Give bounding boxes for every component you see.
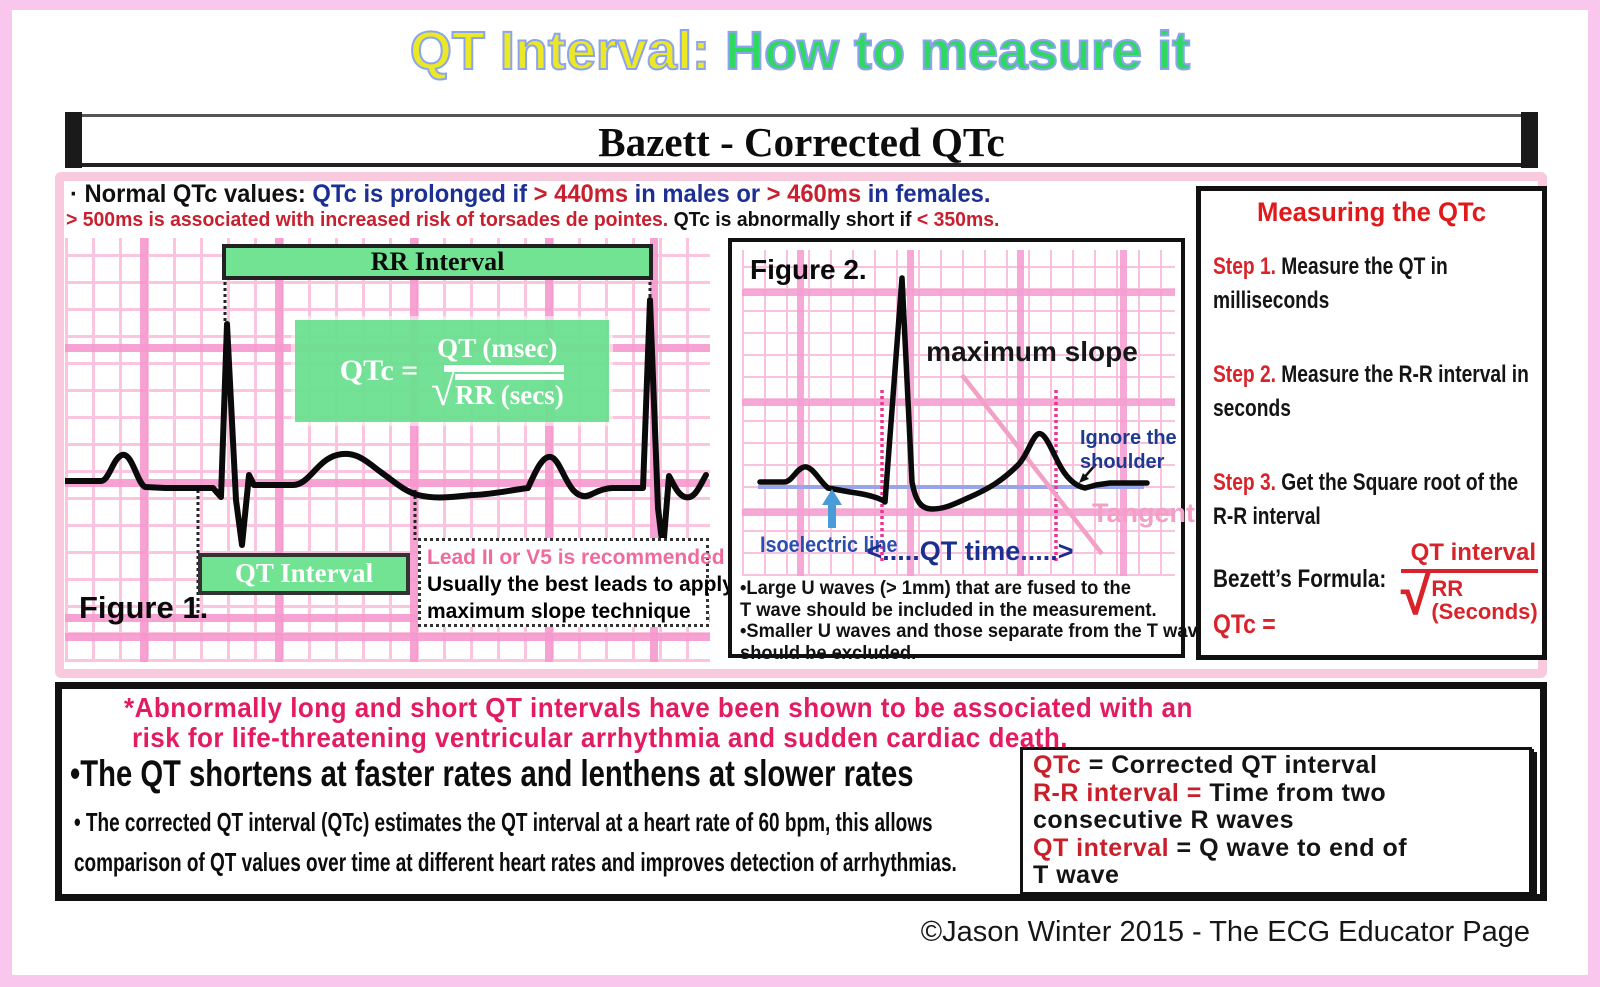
ignore-line1: Ignore the: [1080, 427, 1177, 449]
title-qt-interval: QT Interval:: [409, 20, 725, 82]
qtc-formula-box: QTc = QT (msec) √ RR (secs): [295, 320, 609, 422]
lead-note-line3: maximum slope technique: [427, 600, 691, 623]
bazett-header: Bazett - Corrected QTc: [65, 112, 1538, 168]
u-note-line3: •Smaller U waves and those separate from…: [740, 620, 1208, 642]
intro-500ms: > 500ms is associated with increased ris…: [66, 209, 674, 231]
u-note-line1: •Large U waves (> 1mm) that are fused to…: [740, 577, 1131, 599]
bezett-qtc-equals: QTc =: [1213, 609, 1276, 639]
step-2-label: Step 2.: [1213, 361, 1276, 388]
lead-recommendation-note: Lead II or V5 is recommended Usually the …: [418, 538, 734, 627]
step-1: Step 1. Measure the QT in milliseconds: [1213, 250, 1533, 318]
figure2-grid: [742, 250, 1175, 576]
intro-prolonged: QTc is prolonged if: [312, 180, 534, 208]
bezett-formula-area: Bezett’s Formula: QTc = QT interval √ RR…: [1213, 539, 1540, 649]
intro-females: in females.: [867, 180, 991, 208]
u-wave-notes: •Large U waves (> 1mm) that are fused to…: [740, 577, 1208, 664]
max-slope-label: maximum slope: [926, 336, 1138, 367]
qtc-equals-label: QTc =: [339, 354, 419, 387]
ignore-line2: shoulder: [1080, 451, 1165, 473]
formula-numerator: QT (msec): [437, 333, 558, 363]
def-qt-term: QT interval: [1033, 833, 1170, 862]
bezett-formula-label: Bezett’s Formula:: [1213, 565, 1387, 593]
qtc-fraction: QT (msec) √ RR (secs): [430, 333, 565, 415]
bezett-seconds: (Seconds): [1431, 599, 1538, 624]
normal-qtc-values-line: · Normal QTc values: QTc is prolonged if…: [70, 180, 990, 209]
figure2-ecg-panel: Figure 2. maximum slope Ignore the should…: [728, 238, 1208, 663]
formula-denominator: RR (secs): [454, 374, 564, 409]
isoelectric-arrow-icon: [822, 489, 842, 528]
step-1-text: Measure the QT in milliseconds: [1213, 253, 1448, 314]
def-qt-text2: T wave: [1033, 861, 1120, 889]
rr-interval-bar: RR Interval: [222, 244, 653, 280]
def-rr-text: Time from two: [1209, 778, 1387, 807]
lead-note-line2: Usually the best leads to apply: [427, 573, 734, 596]
warning-line2: risk for life-threatening ventricular ar…: [132, 722, 1068, 753]
def-qtc-text: = Corrected QT interval: [1081, 751, 1378, 779]
figure2-caption: Figure 2.: [750, 254, 867, 285]
definitions-box: QTc = Corrected QT interval R-R interval …: [1020, 747, 1532, 895]
qt-shortens-bullet: •The QT shortens at faster rates and len…: [70, 753, 914, 794]
bezett-rr: RR: [1431, 576, 1464, 601]
intro-440ms: > 440ms: [533, 180, 635, 208]
tangent-label: Tangent: [1092, 498, 1195, 528]
figure1-ecg-panel: RR Interval QTc = QT (msec) √ RR (secs) …: [65, 238, 734, 662]
intro-460ms: > 460ms: [766, 180, 868, 208]
u-note-line4: should be excluded.: [740, 641, 917, 664]
qt-time-label: <.....QT time.....>: [866, 536, 1074, 566]
step-3-label: Step 3.: [1213, 469, 1276, 496]
def-qtc-term: QTc: [1033, 751, 1082, 779]
warning-line1: *Abnormally long and short QT intervals …: [124, 692, 1193, 723]
bezett-numerator: QT interval: [1400, 539, 1538, 573]
ignore-shoulder-label: Ignore the shoulder: [1080, 426, 1188, 474]
intro-350ms: < 350ms.: [916, 209, 1000, 231]
u-note-line2: T wave should be included in the measure…: [740, 598, 1157, 621]
copyright: ©Jason Winter 2015 - The ECG Educator Pa…: [920, 916, 1530, 948]
figure2-ecg-svg: [757, 275, 1150, 564]
intro-bullet: · Normal QTc values:: [70, 180, 313, 208]
fraction-bar: [444, 365, 565, 372]
step-3: Step 3. Get the Square root of the R-R i…: [1213, 466, 1533, 534]
bottom-panel: *Abnormally long and short QT intervals …: [55, 682, 1547, 901]
bezett-fraction: QT interval √ RR (Seconds): [1400, 539, 1538, 626]
title-how-to-measure: How to measure it: [724, 20, 1191, 82]
def-qt-text: = Q wave to end of: [1169, 833, 1408, 862]
tangent-line: [960, 373, 1104, 556]
square-root-icon: √: [430, 366, 455, 415]
intro-short: QTc is abnormally short if: [673, 209, 917, 231]
isoelectric-label: Isoelectric line: [760, 532, 898, 557]
def-rr-text2: consecutive R waves: [1033, 806, 1295, 834]
ecg-trace-figure2: [757, 275, 1150, 512]
page-title: QT Interval: How to measure it: [0, 20, 1600, 82]
step-2-text: Measure the R-R interval in seconds: [1213, 361, 1529, 422]
step-2: Step 2. Measure the R-R interval in seco…: [1213, 358, 1533, 426]
qt-interval-bar: QT Interval: [198, 553, 410, 595]
figure1-caption: Figure 1.: [79, 590, 209, 625]
corrected-qt-line2: comparison of QT values over time at dif…: [74, 847, 957, 877]
square-root-icon: √: [1400, 563, 1432, 626]
lead-note-pink-line: Lead II or V5 is recommended: [427, 546, 725, 569]
def-rr-term: R-R interval =: [1033, 778, 1210, 807]
shoulder-arrow-icon: [1079, 463, 1097, 483]
qtc-risk-line: > 500ms is associated with increased ris…: [66, 209, 999, 232]
measuring-qtc-panel: Measuring the QTc Step 1. Measure the QT…: [1196, 186, 1547, 660]
ecg-trace-figure1: [65, 297, 709, 553]
intro-males: in males or: [634, 180, 767, 208]
measuring-qtc-title: Measuring the QTc: [1256, 197, 1486, 227]
step-1-label: Step 1.: [1213, 253, 1276, 280]
step-3-text: Get the Square root of the R-R interval: [1213, 469, 1519, 530]
corrected-qt-line1: • The corrected QT interval (QTc) estima…: [74, 807, 933, 837]
